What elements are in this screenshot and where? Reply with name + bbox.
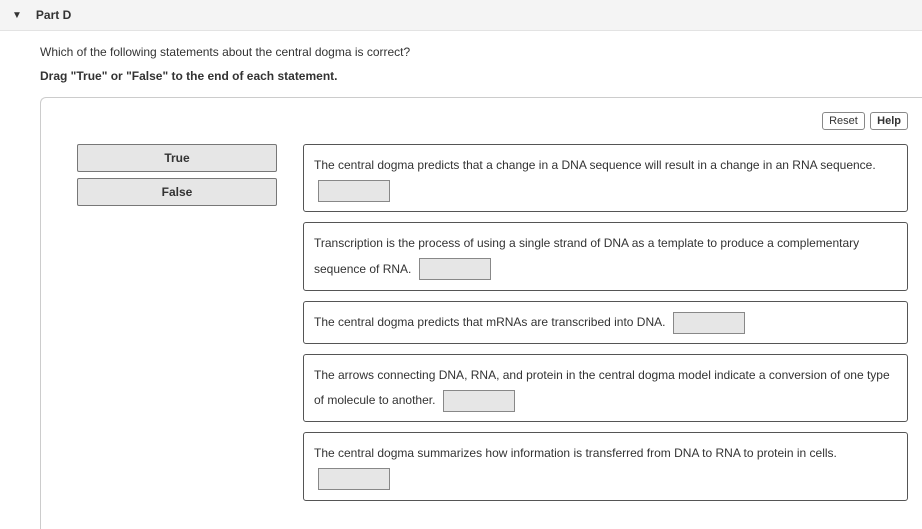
part-header[interactable]: ▼ Part D <box>0 0 922 31</box>
statement-row: The arrows connecting DNA, RNA, and prot… <box>303 354 908 422</box>
drop-slot[interactable] <box>419 258 491 280</box>
part-title: Part D <box>36 8 71 22</box>
work-frame: Reset Help True False The central dogma … <box>40 97 922 529</box>
statement-text: The central dogma predicts that mRNAs ar… <box>314 315 665 329</box>
question-area: Which of the following statements about … <box>0 31 922 89</box>
collapse-arrow-icon: ▼ <box>12 10 22 21</box>
statement-text: The central dogma predicts that a change… <box>314 158 876 172</box>
statement-row: The central dogma predicts that mRNAs ar… <box>303 301 908 344</box>
statement-text: Transcription is the process of using a … <box>314 236 859 275</box>
statement-row: The central dogma summarizes how informa… <box>303 432 908 500</box>
help-button[interactable]: Help <box>870 112 908 130</box>
drop-slot[interactable] <box>318 180 390 202</box>
drop-slot[interactable] <box>443 390 515 412</box>
drag-chip-true[interactable]: True <box>77 144 277 172</box>
statement-row: The central dogma predicts that a change… <box>303 144 908 212</box>
drop-slot[interactable] <box>673 312 745 334</box>
statement-text: The arrows connecting DNA, RNA, and prot… <box>314 368 890 407</box>
drop-slot[interactable] <box>318 468 390 490</box>
statement-text: The central dogma summarizes how informa… <box>314 446 837 460</box>
controls-bar: Reset Help <box>41 112 922 144</box>
question-text: Which of the following statements about … <box>40 45 904 59</box>
statements-list: The central dogma predicts that a change… <box>303 144 908 511</box>
drag-area: True False The central dogma predicts th… <box>41 144 922 511</box>
drag-sources: True False <box>77 144 277 212</box>
drag-chip-false[interactable]: False <box>77 178 277 206</box>
statement-row: Transcription is the process of using a … <box>303 222 908 290</box>
reset-button[interactable]: Reset <box>822 112 865 130</box>
question-instruction: Drag "True" or "False" to the end of eac… <box>40 69 904 83</box>
